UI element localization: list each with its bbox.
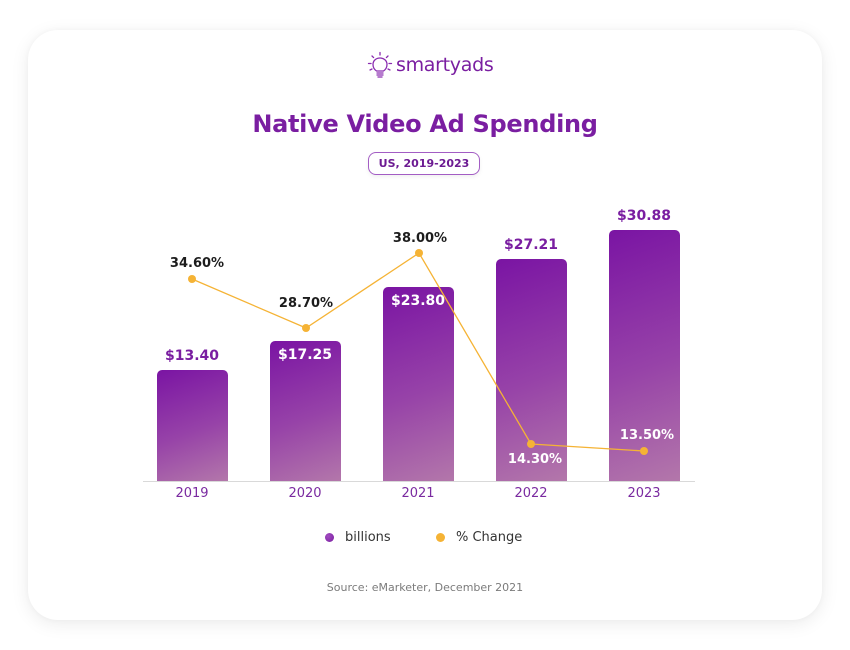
legend-label-billions: billions: [345, 530, 391, 545]
pct-value-2019: 34.60%: [169, 256, 225, 271]
bar-2022: [496, 259, 567, 481]
line-point-2019: [188, 275, 196, 283]
bar-value-2019: $13.40: [164, 348, 220, 364]
bar-value-2021: $23.80: [390, 293, 446, 309]
bar-value-2020: $17.25: [277, 347, 333, 363]
pct-value-2022: 14.30%: [507, 452, 563, 467]
legend-item-percent-change: % Change: [436, 530, 522, 545]
chart-title: Native Video Ad Spending: [252, 110, 598, 138]
bar-2021: [383, 287, 454, 481]
legend-item-billions: billions: [325, 530, 391, 545]
purple-dot-icon: [325, 533, 334, 542]
x-tick-2019: 2019: [175, 486, 209, 501]
lightbulb-icon: [367, 51, 393, 78]
chart-legend: billions % Change: [0, 530, 850, 548]
x-tick-2023: 2023: [627, 486, 661, 501]
x-tick-2022: 2022: [514, 486, 548, 501]
pct-value-2020: 28.70%: [278, 296, 334, 311]
bar-value-2023: $30.88: [616, 208, 672, 224]
bar-2023: [609, 230, 680, 481]
x-tick-2021: 2021: [401, 486, 435, 501]
bar-value-2022: $27.21: [503, 237, 559, 253]
brand-name: smartyads: [396, 54, 494, 76]
line-point-2021: [415, 249, 423, 257]
brand-logo: smartyads: [366, 50, 494, 82]
subtitle-text: US, 2019-2023: [378, 157, 470, 170]
orange-dot-icon: [436, 533, 445, 542]
x-axis-line: [143, 481, 695, 482]
source-note: Source: eMarketer, December 2021: [326, 581, 524, 594]
x-tick-2020: 2020: [288, 486, 322, 501]
bar-2019: [157, 370, 228, 481]
legend-label-percent-change: % Change: [456, 530, 523, 545]
pct-value-2021: 38.00%: [392, 231, 448, 246]
subtitle-badge: US, 2019-2023: [368, 152, 480, 175]
line-point-2020: [302, 324, 310, 332]
pct-value-2023: 13.50%: [619, 428, 675, 443]
